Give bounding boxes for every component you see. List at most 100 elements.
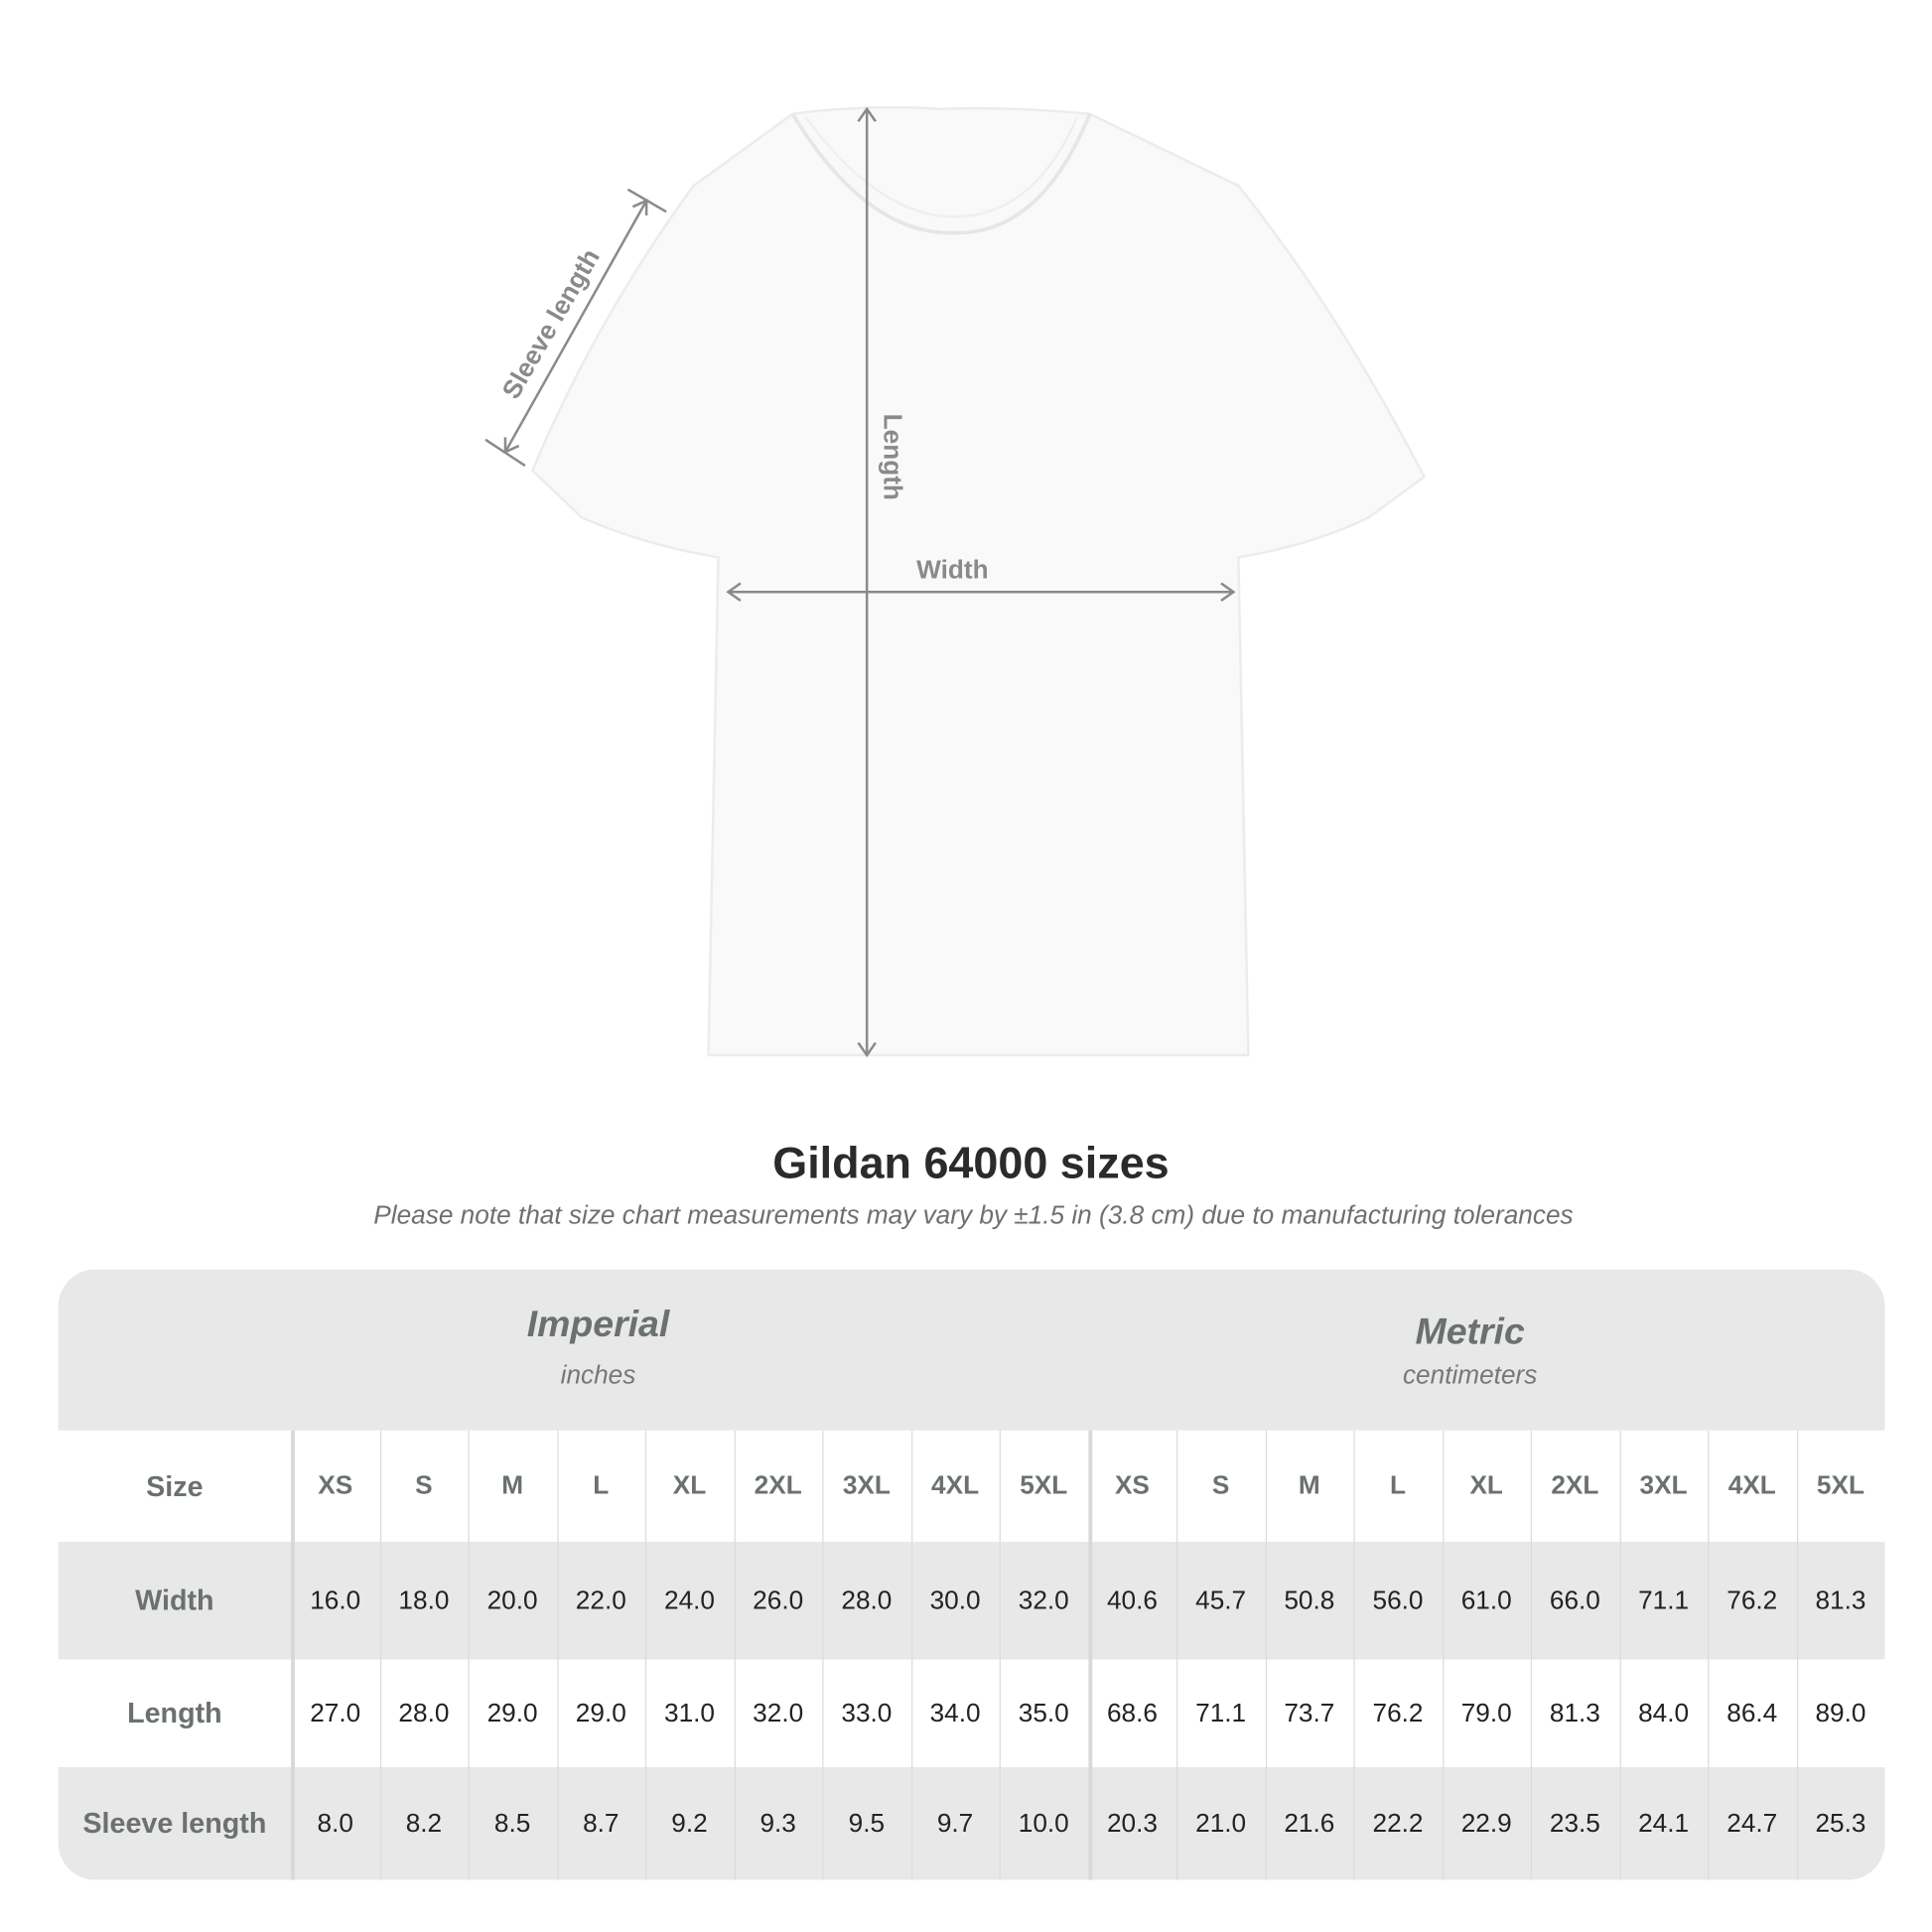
column-divider — [379, 1430, 381, 1880]
width-label: Width — [916, 556, 989, 585]
size-header: XS — [318, 1470, 353, 1500]
table-cell: 23.5 — [1549, 1808, 1600, 1838]
column-divider — [1087, 1430, 1092, 1880]
column-divider — [910, 1430, 912, 1880]
table-cell: 79.0 — [1460, 1698, 1512, 1727]
table-cell: 76.2 — [1726, 1586, 1778, 1614]
column-divider — [556, 1430, 558, 1880]
table-cell: 8.5 — [493, 1808, 531, 1838]
table-cell: 9.7 — [936, 1808, 974, 1838]
table-cell: 68.6 — [1106, 1698, 1158, 1727]
table-cell: 56.0 — [1372, 1586, 1424, 1614]
size-header: M — [1298, 1470, 1320, 1500]
size-header: 4XL — [931, 1470, 980, 1500]
row-band-width — [58, 1542, 1885, 1660]
table-cell: 81.3 — [1815, 1586, 1866, 1614]
row-label: Width — [135, 1584, 214, 1616]
table-cell: 21.0 — [1195, 1808, 1247, 1838]
table-cell: 24.7 — [1726, 1808, 1778, 1838]
column-divider — [644, 1430, 647, 1880]
tshirt-shape — [530, 105, 1427, 1057]
column-divider — [291, 1430, 295, 1880]
column-divider — [1353, 1430, 1355, 1880]
table-cell: 35.0 — [1018, 1698, 1069, 1727]
table-cell: 21.6 — [1284, 1808, 1335, 1838]
table-cell: 50.8 — [1284, 1586, 1335, 1614]
size-table: Imperial inches Metric centimeters Size … — [58, 1269, 1885, 1880]
table-cell: 76.2 — [1372, 1698, 1424, 1727]
table-cell: 22.0 — [575, 1586, 626, 1614]
table-cell: 20.3 — [1106, 1808, 1158, 1838]
metric-title: Metric — [1415, 1311, 1525, 1353]
table-cell: 84.0 — [1638, 1698, 1690, 1727]
table-cell: 32.0 — [1018, 1586, 1069, 1614]
table-cell: 32.0 — [753, 1698, 804, 1727]
table-cell: 20.0 — [486, 1586, 538, 1614]
table-cell: 45.7 — [1195, 1586, 1247, 1614]
table-cell: 40.6 — [1106, 1586, 1158, 1614]
sleeve-line — [503, 200, 648, 453]
table-cell: 29.0 — [486, 1698, 538, 1727]
imperial-unit: inches — [560, 1360, 636, 1390]
imperial-title: Imperial — [526, 1304, 670, 1345]
table-cell: 25.3 — [1815, 1808, 1866, 1838]
column-divider — [1796, 1430, 1798, 1880]
size-header: 3XL — [1639, 1470, 1688, 1500]
size-header: S — [1211, 1470, 1230, 1500]
row-band-sleeve — [58, 1767, 1885, 1880]
column-divider — [468, 1430, 470, 1880]
table-cell: 16.0 — [310, 1586, 361, 1614]
table-cell: 8.0 — [317, 1808, 353, 1838]
column-divider — [1176, 1430, 1178, 1880]
size-header: S — [415, 1470, 433, 1500]
column-divider — [999, 1430, 1001, 1880]
tshirt-collar — [790, 112, 1092, 235]
column-divider — [1708, 1430, 1710, 1880]
column-divider — [734, 1430, 736, 1880]
size-header: XL — [672, 1470, 707, 1500]
table-cell: 9.3 — [759, 1808, 796, 1838]
size-header: 2XL — [1551, 1470, 1599, 1500]
size-header: M — [501, 1470, 524, 1500]
size-row-label: Size — [146, 1469, 204, 1502]
table-cell: 89.0 — [1815, 1698, 1866, 1727]
table-cell: 10.0 — [1018, 1808, 1069, 1838]
page-title: Gildan 64000 sizes — [772, 1137, 1170, 1188]
tshirt-diagram — [484, 105, 1427, 1057]
table-cell: 8.7 — [583, 1808, 620, 1838]
table-cell: 22.9 — [1460, 1808, 1512, 1838]
size-header: 4XL — [1727, 1470, 1776, 1500]
table-cell: 61.0 — [1460, 1586, 1512, 1614]
column-divider — [1530, 1430, 1533, 1880]
size-header: L — [593, 1470, 610, 1500]
table-cell: 71.1 — [1638, 1586, 1690, 1614]
table-cell: 18.0 — [398, 1586, 450, 1614]
column-divider — [1442, 1430, 1444, 1880]
table-cell: 24.0 — [663, 1586, 715, 1614]
row-label: Length — [127, 1696, 222, 1729]
table-cell: 86.4 — [1726, 1698, 1778, 1727]
table-cell: 8.2 — [405, 1808, 443, 1838]
size-header: 2XL — [754, 1470, 802, 1500]
table-cell: 33.0 — [841, 1698, 893, 1727]
table-cell: 28.0 — [398, 1698, 450, 1727]
table-cell: 34.0 — [929, 1698, 981, 1727]
metric-header: Metric centimeters — [1285, 1311, 1656, 1391]
table-cell: 73.7 — [1284, 1698, 1335, 1727]
table-cell: 30.0 — [929, 1586, 981, 1614]
table-cell: 9.2 — [671, 1808, 708, 1838]
column-divider — [1618, 1430, 1621, 1880]
table-cell: 26.0 — [753, 1586, 804, 1614]
table-cell: 71.1 — [1195, 1698, 1247, 1727]
length-label: Length — [878, 413, 907, 500]
table-cell: 22.2 — [1372, 1808, 1424, 1838]
size-header: L — [1389, 1470, 1406, 1500]
row-label: Sleeve length — [82, 1806, 267, 1840]
table-cell: 9.5 — [848, 1808, 886, 1838]
table-cell: 81.3 — [1549, 1698, 1600, 1727]
column-divider — [1265, 1430, 1267, 1880]
size-header: 3XL — [842, 1470, 891, 1500]
table-cell: 28.0 — [841, 1586, 893, 1614]
tolerance-note: Please note that size chart measurements… — [373, 1200, 1574, 1230]
